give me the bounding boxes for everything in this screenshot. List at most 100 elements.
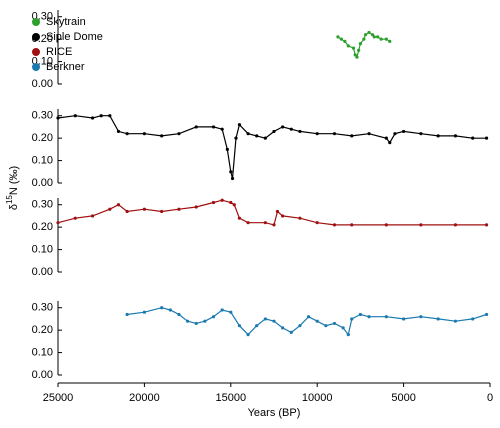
data-point	[379, 37, 383, 41]
data-point	[255, 134, 259, 138]
x-tick-label: 5000	[391, 392, 415, 404]
data-point	[108, 114, 112, 118]
data-point	[372, 35, 376, 39]
y-tick-label: 0.20	[32, 221, 53, 233]
data-point	[186, 319, 190, 323]
data-point	[281, 125, 285, 129]
data-point	[384, 37, 388, 41]
data-point	[393, 132, 397, 136]
data-point	[230, 176, 235, 181]
data-point	[142, 310, 146, 314]
data-point	[453, 319, 458, 323]
data-point	[402, 129, 406, 134]
data-point	[142, 207, 146, 211]
series-line	[57, 199, 487, 226]
data-point	[289, 127, 293, 131]
data-point	[211, 200, 216, 205]
data-point	[99, 114, 103, 118]
data-point	[220, 308, 224, 312]
legend-label: Siple Dome	[46, 31, 103, 43]
data-point	[343, 39, 347, 43]
data-point	[367, 132, 371, 136]
y-tick-label: 0.20	[32, 132, 53, 144]
data-point	[388, 141, 392, 145]
data-point	[484, 136, 489, 140]
data-point	[419, 315, 423, 319]
data-point	[220, 198, 224, 202]
data-point	[246, 132, 250, 136]
series-line	[127, 307, 487, 336]
y-tick-label: 0.20	[32, 324, 53, 336]
data-point	[350, 317, 354, 321]
data-point	[332, 223, 337, 227]
data-point	[263, 221, 267, 225]
data-point	[56, 116, 60, 120]
data-point	[225, 147, 229, 151]
legend-swatch	[32, 63, 40, 71]
data-point	[73, 216, 77, 220]
data-point	[125, 132, 129, 136]
data-point	[384, 223, 388, 227]
data-point	[362, 37, 366, 41]
y-label-part: 15	[5, 195, 14, 204]
y-label-part: δ	[8, 204, 20, 210]
data-point	[234, 136, 238, 140]
data-point	[484, 312, 489, 317]
data-point	[402, 317, 406, 321]
data-point	[324, 324, 328, 328]
data-point	[419, 223, 423, 227]
series-line	[337, 31, 391, 59]
y-tick-label: 0.00	[32, 266, 53, 278]
data-point	[160, 134, 164, 138]
data-point	[177, 207, 181, 211]
data-point	[116, 203, 121, 207]
data-point	[346, 44, 350, 48]
series-line	[57, 115, 487, 179]
data-point	[203, 319, 207, 323]
data-point	[453, 134, 458, 138]
data-point	[355, 55, 359, 59]
data-point	[388, 39, 392, 43]
data-point	[471, 317, 475, 321]
data-point	[232, 203, 236, 207]
data-point	[160, 306, 164, 310]
data-point	[272, 223, 276, 227]
data-point	[298, 216, 302, 220]
data-point	[142, 132, 146, 136]
y-tick-label: 0.00	[32, 369, 53, 381]
x-tick-label: 25000	[43, 392, 74, 404]
data-point	[315, 221, 319, 225]
data-point	[370, 33, 375, 37]
data-point	[263, 136, 267, 140]
data-point	[211, 315, 216, 319]
data-point	[194, 321, 198, 326]
data-point	[246, 221, 250, 225]
y-tick-label: 0.10	[32, 346, 53, 358]
data-point	[73, 114, 77, 118]
data-point	[220, 127, 224, 131]
data-point	[229, 310, 233, 314]
y-axis-label: δ15N (‰)	[5, 166, 20, 210]
data-point	[116, 129, 121, 134]
data-point	[281, 214, 285, 218]
data-point	[237, 123, 242, 127]
data-point	[363, 33, 368, 37]
data-point	[346, 333, 350, 337]
data-point	[272, 129, 276, 134]
data-point	[353, 53, 357, 57]
y-tick-label: 0.10	[32, 243, 53, 255]
data-point	[367, 315, 371, 319]
legend-label: Berkner	[46, 61, 85, 73]
data-point	[177, 132, 181, 136]
data-point	[436, 317, 440, 321]
y-tick-label: 0.30	[32, 302, 53, 314]
data-point	[350, 223, 354, 227]
data-point	[376, 35, 380, 39]
data-point	[332, 132, 337, 136]
data-point	[56, 221, 60, 225]
data-point	[384, 136, 388, 140]
legend-swatch	[32, 18, 40, 26]
data-point	[484, 223, 489, 227]
y-tick-label: 0.30	[32, 110, 53, 122]
legend-swatch	[32, 48, 40, 56]
